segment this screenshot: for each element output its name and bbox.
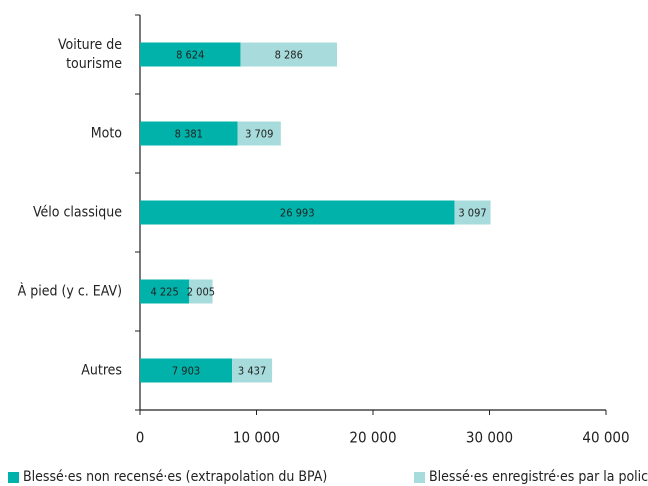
legend-swatch (414, 471, 425, 483)
bar-segment (140, 200, 455, 225)
bar-segment (237, 121, 281, 146)
bar-segment (189, 279, 213, 304)
bar-segment (240, 42, 338, 67)
x-tick-label: 10 000 (233, 429, 280, 447)
value-label: 3 097 (458, 207, 486, 220)
bar-segment (140, 358, 233, 383)
value-label: 8 286 (275, 49, 303, 62)
category-label: Autres (81, 362, 122, 378)
bar-segment (454, 200, 491, 225)
legend-label: Blessé·es enregistré·es par la police (429, 469, 648, 485)
value-label: 7 903 (172, 365, 200, 378)
value-label: 4 225 (150, 286, 178, 299)
legend-label: Blessé·es non recensé·es (extrapolation … (23, 469, 328, 485)
legend-item: Blessé·es enregistré·es par la police (414, 469, 648, 485)
bar-segment (140, 121, 238, 146)
category-label: À pied (y c. EAV) (17, 283, 122, 299)
value-label: 3 437 (238, 365, 266, 378)
value-label: 2 005 (187, 286, 215, 299)
x-tick-label: 20 000 (349, 429, 396, 447)
value-label: 26 993 (280, 207, 315, 220)
x-tick-label: 40 000 (582, 429, 629, 447)
value-label: 8 381 (175, 128, 203, 141)
value-label: 8 624 (176, 49, 204, 62)
value-label: 3 709 (245, 128, 273, 141)
legend-item: Blessé·es non recensé·es (extrapolation … (8, 469, 327, 485)
legend-swatch (8, 471, 19, 483)
bar-segment (140, 42, 241, 67)
category-label: Vélo classique (33, 204, 122, 220)
category-label: Moto (90, 125, 122, 141)
x-tick-label: 0 (136, 429, 145, 447)
bar-segment (140, 279, 190, 304)
bar-segment (232, 358, 273, 383)
category-label: Voiture de tourisme (57, 36, 122, 72)
x-tick-label: 30 000 (466, 429, 513, 447)
